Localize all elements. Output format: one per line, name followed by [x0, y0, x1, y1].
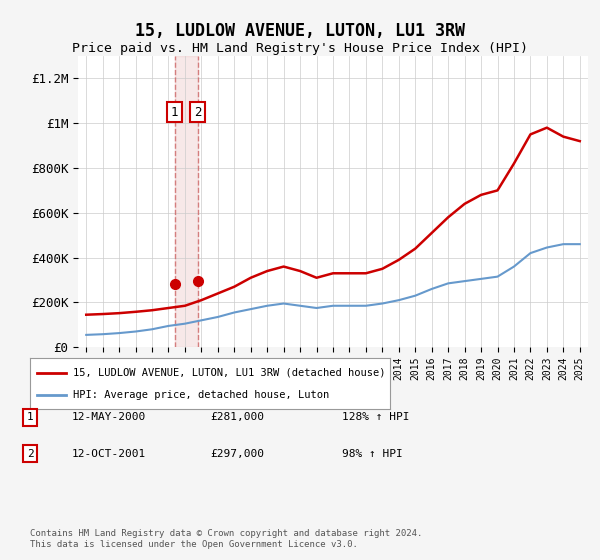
Text: 15, LUDLOW AVENUE, LUTON, LU1 3RW: 15, LUDLOW AVENUE, LUTON, LU1 3RW — [135, 22, 465, 40]
Text: HPI: Average price, detached house, Luton: HPI: Average price, detached house, Luto… — [73, 390, 329, 400]
Text: 128% ↑ HPI: 128% ↑ HPI — [342, 412, 409, 422]
Text: 1: 1 — [171, 105, 178, 119]
Text: £297,000: £297,000 — [210, 449, 264, 459]
Text: 2: 2 — [194, 105, 202, 119]
Text: £281,000: £281,000 — [210, 412, 264, 422]
Text: Contains HM Land Registry data © Crown copyright and database right 2024.
This d: Contains HM Land Registry data © Crown c… — [30, 529, 422, 549]
Text: 1: 1 — [26, 412, 34, 422]
Text: 98% ↑ HPI: 98% ↑ HPI — [342, 449, 403, 459]
Text: 12-OCT-2001: 12-OCT-2001 — [72, 449, 146, 459]
Bar — [175, 56, 198, 347]
Text: 12-MAY-2000: 12-MAY-2000 — [72, 412, 146, 422]
Text: 2: 2 — [26, 449, 34, 459]
Text: 15, LUDLOW AVENUE, LUTON, LU1 3RW (detached house): 15, LUDLOW AVENUE, LUTON, LU1 3RW (detac… — [73, 367, 386, 377]
Text: Price paid vs. HM Land Registry's House Price Index (HPI): Price paid vs. HM Land Registry's House … — [72, 42, 528, 55]
